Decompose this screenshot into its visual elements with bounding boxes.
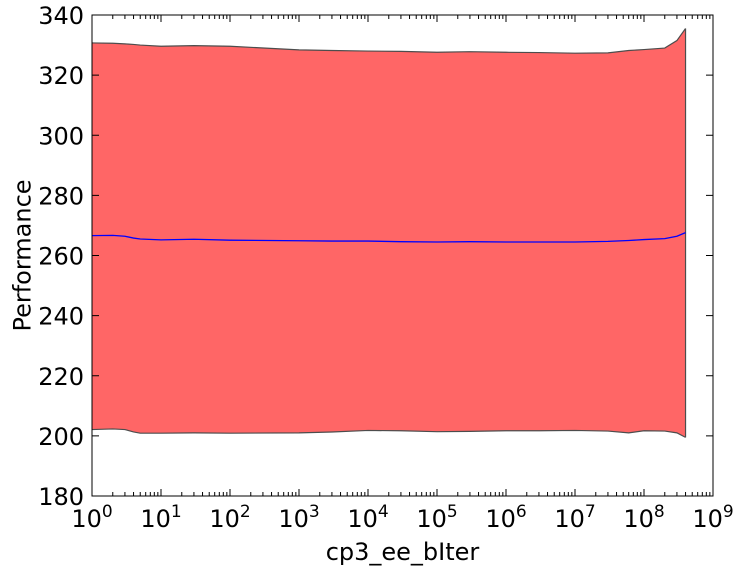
y-tick-label: 280 xyxy=(38,182,84,210)
x-axis-label: cp3_ee_bIter xyxy=(326,538,480,566)
y-axis-label: Performance xyxy=(8,179,36,331)
x-tick-label: 104 xyxy=(347,502,388,533)
y-axis-ticks: 180 200 220 240 260 280 300 320 340 xyxy=(38,2,713,511)
band-upper-edge xyxy=(91,28,687,54)
y-tick-label: 240 xyxy=(38,303,84,331)
x-tick-label: 107 xyxy=(554,502,595,533)
y-tick-label: 220 xyxy=(38,363,84,391)
y-tick-label: 200 xyxy=(38,423,84,451)
x-tick-label: 100 xyxy=(71,502,112,533)
y-tick-label: 180 xyxy=(38,483,84,511)
mean-line xyxy=(91,232,686,243)
y-tick-label: 260 xyxy=(38,243,84,271)
x-tick-label: 101 xyxy=(140,502,181,533)
x-tick-label: 109 xyxy=(692,502,733,533)
x-axis-ticks: 100 101 102 103 104 105 106 107 108 109 xyxy=(71,15,734,533)
plot-area xyxy=(91,28,687,438)
y-tick-label: 320 xyxy=(38,62,84,90)
plot-frame xyxy=(91,14,714,497)
y-tick-label: 340 xyxy=(38,2,84,30)
x-tick-label: 108 xyxy=(623,502,664,533)
band-lower-edge xyxy=(91,428,686,438)
x-tick-label: 103 xyxy=(278,502,319,533)
confidence-band xyxy=(92,28,686,438)
x-tick-label: 102 xyxy=(209,502,250,533)
x-tick-label: 105 xyxy=(416,502,457,533)
y-tick-label: 300 xyxy=(38,122,84,150)
x-tick-label: 106 xyxy=(485,502,526,533)
